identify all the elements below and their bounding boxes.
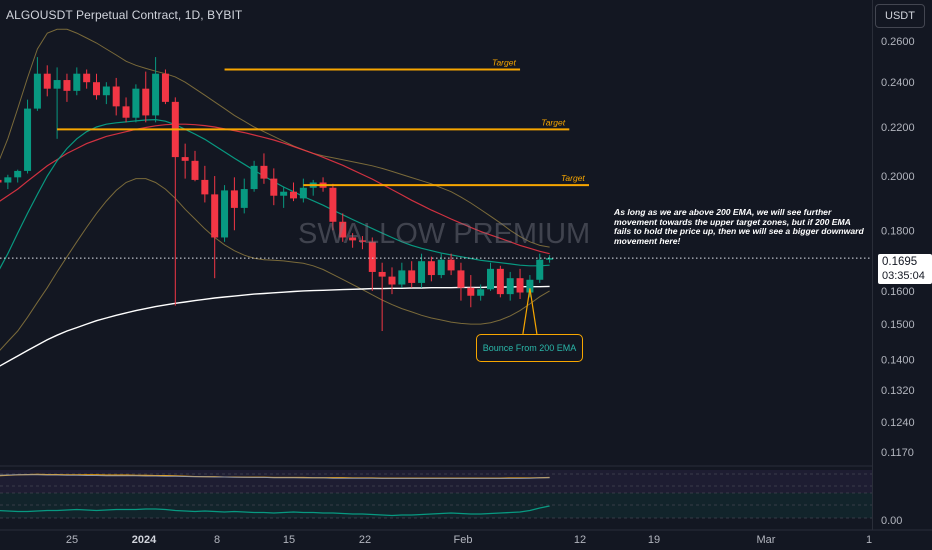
bar-countdown: 03:35:04: [882, 270, 925, 282]
current-price-badge: 0.1695 03:35:04: [878, 254, 932, 284]
x-tick-label-5: Feb: [454, 534, 473, 546]
candle-body: [280, 191, 288, 196]
candle-body: [378, 271, 386, 277]
candle-body: [122, 106, 130, 118]
analysis-note: As long as we are above 200 EMA, we will…: [614, 207, 864, 246]
candle-body: [457, 270, 465, 288]
candle-body: [211, 194, 219, 238]
symbol-title: ALGOUSDT Perpetual Contract, 1D, BYBIT: [6, 8, 243, 22]
candle-body: [221, 190, 229, 238]
candle-body: [398, 270, 406, 285]
x-tick-label-2: 8: [214, 534, 220, 546]
y-tick-label-4: 0.1800: [881, 225, 915, 237]
candle-body: [53, 80, 61, 89]
candle-body: [477, 289, 485, 296]
bounce-label: Bounce From 200 EMA: [476, 334, 583, 362]
y-tick-label-1: 0.2400: [881, 77, 915, 89]
candle-body: [63, 80, 71, 91]
candle-body: [93, 82, 100, 96]
candle-body: [349, 237, 357, 241]
candle-body: [526, 279, 534, 293]
candle-body: [496, 268, 504, 295]
x-tick-label-6: 12: [574, 534, 586, 546]
bollinger-lower: [0, 178, 550, 351]
candle-body: [0, 179, 2, 183]
candle-body: [152, 73, 160, 116]
candle-body: [181, 157, 189, 161]
x-tick-label-3: 15: [283, 534, 295, 546]
y-tick-label-10: 0.1170: [881, 447, 914, 459]
candle-body: [368, 241, 376, 272]
candle-body: [33, 73, 41, 109]
candle-body: [102, 86, 110, 96]
candle-body: [24, 108, 32, 171]
rsi-band: [0, 470, 872, 493]
candle-body: [161, 73, 169, 102]
candle-body: [250, 165, 258, 190]
candle-body: [260, 165, 268, 179]
candle-body: [516, 278, 524, 293]
candle-body: [437, 259, 445, 276]
candle-body: [546, 258, 554, 260]
candle-body: [487, 268, 494, 290]
x-tick-label-1: 2024: [132, 534, 157, 546]
candle-body: [467, 287, 475, 296]
candle-body: [408, 270, 416, 283]
candle-body: [83, 73, 91, 83]
watermark: SWALLOW PREMIUM: [298, 218, 591, 250]
candle-body: [4, 177, 12, 183]
x-tick-label-8: Mar: [757, 534, 776, 546]
bollinger-upper: [0, 28, 550, 248]
candle-body: [299, 187, 307, 199]
candle-body: [536, 259, 544, 280]
candle-body: [201, 179, 209, 195]
candle-body: [506, 278, 514, 295]
x-tick-label-9: 1: [866, 534, 872, 546]
y-tick-label-2: 0.2200: [881, 122, 915, 134]
x-tick-label-7: 19: [648, 534, 660, 546]
candle-body: [43, 73, 51, 89]
y-tick-label-0: 0.2600: [881, 36, 915, 48]
currency-button[interactable]: USDT: [875, 4, 925, 28]
candle-body: [270, 178, 278, 196]
ema50-line: [0, 123, 550, 255]
candle-body: [230, 190, 238, 208]
candle-body: [358, 240, 366, 242]
target-label-3: Target: [561, 173, 585, 183]
y-tick-label-3: 0.2000: [881, 171, 915, 183]
candle-body: [240, 189, 248, 208]
y-tick-label-9: 0.1240: [881, 417, 915, 429]
bounce-pointer: [522, 288, 538, 335]
candle-body: [73, 73, 81, 91]
candle-body: [132, 88, 140, 118]
x-tick-label-0: 25: [66, 534, 78, 546]
candle-body: [388, 276, 396, 285]
target-label-2: Target: [541, 117, 565, 127]
candle-body: [290, 191, 297, 199]
y-tick-label-5: 0.1600: [881, 286, 915, 298]
candle-body: [329, 187, 337, 222]
target-label-1: Target: [492, 57, 516, 67]
candle-body: [447, 259, 455, 271]
current-price-value: 0.1695: [882, 256, 918, 268]
oscillator-line: [0, 505, 550, 517]
y-tick-label-8: 0.1320: [881, 385, 915, 397]
indicator-tick-label: 0.00: [881, 515, 902, 527]
y-tick-label-7: 0.1400: [881, 355, 915, 367]
candle-body: [339, 221, 347, 238]
candle-body: [418, 261, 426, 283]
x-tick-label-4: 22: [359, 534, 371, 546]
candle-body: [14, 170, 22, 178]
rsi-line: [0, 474, 550, 479]
y-tick-label-6: 0.1500: [881, 319, 915, 331]
candle-body: [112, 86, 120, 107]
candle-body: [142, 88, 150, 116]
candle-body: [427, 261, 435, 276]
candle-body: [191, 160, 199, 180]
